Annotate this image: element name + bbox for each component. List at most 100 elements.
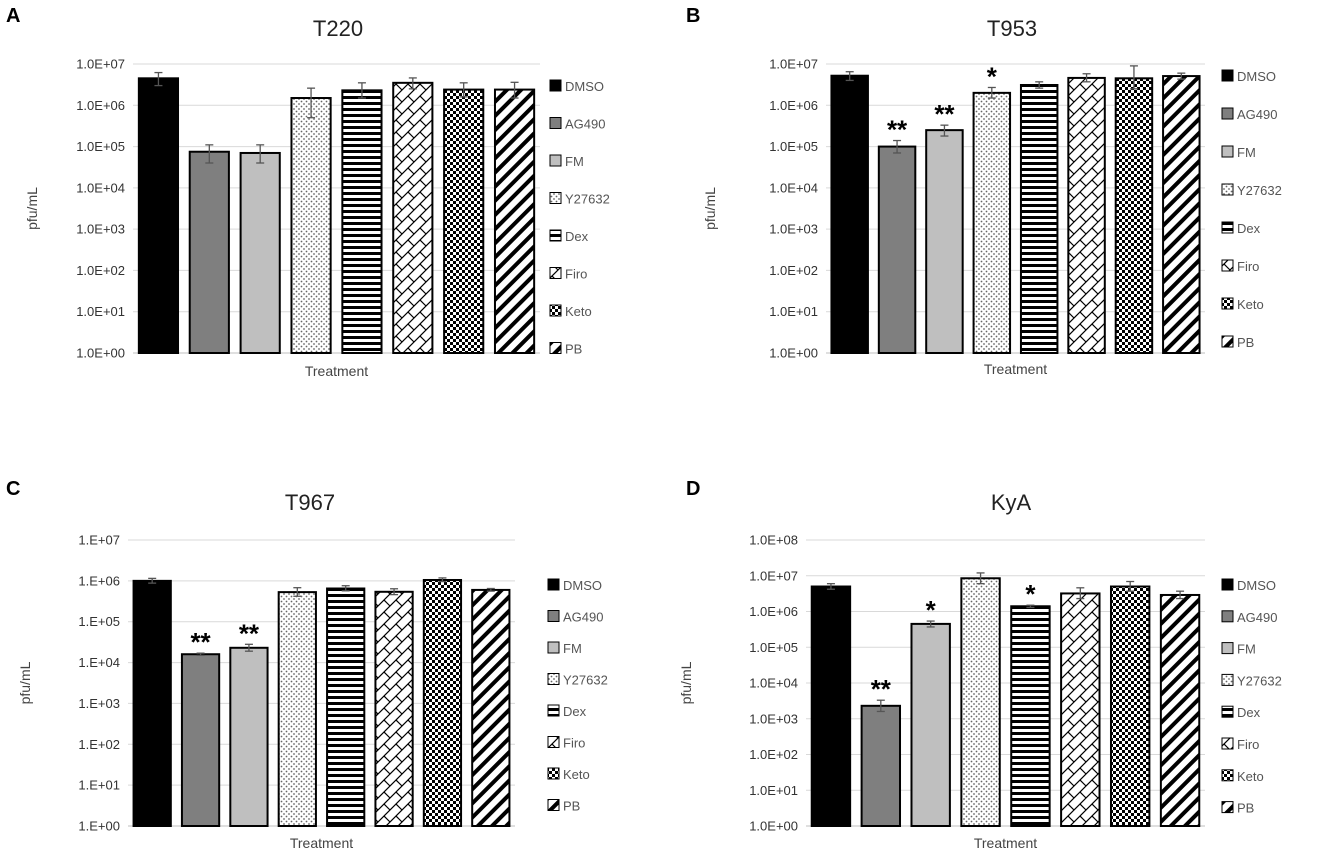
chart-title: T953 — [987, 16, 1037, 41]
bar-pb — [471, 588, 511, 828]
legend-swatch-keto — [1221, 297, 1234, 310]
y-tick-label: 1.0E+06 — [76, 98, 125, 113]
chart-panel-b: B T953 1.0E+00 1.0E+01 1.0E+02 1.0E+03 1.0E+04… — [686, 5, 1282, 377]
legend-label-firo: Firo — [563, 736, 585, 751]
bar-dex — [1019, 83, 1059, 355]
legend-swatch-dmso — [547, 578, 560, 591]
y-tick-label: 1.E+05 — [78, 614, 120, 629]
y-tick-label: 1.0E+05 — [749, 640, 798, 655]
chart-panel-a: A T220 1.0E+00 1.0E+01 1.0E+02 1.0E+03 1.0E+04… — [6, 5, 610, 379]
legend-label-pb: PB — [1237, 801, 1254, 816]
legend-label-dmso: DMSO — [1237, 69, 1276, 84]
bar-fm — [229, 646, 269, 827]
y-axis-label: pfu/mL — [24, 187, 40, 230]
panel-letter: A — [6, 5, 20, 27]
legend-label-dmso: DMSO — [565, 79, 604, 94]
legend-label-y27632: Y27632 — [1237, 183, 1282, 198]
y-tick-label: 1.E+01 — [78, 778, 120, 793]
legend-swatch-fm — [1221, 642, 1234, 655]
legend-swatch-firo — [1221, 737, 1234, 750]
significance-mark: * — [926, 595, 937, 625]
chart-title: KyA — [991, 490, 1032, 515]
legend-swatch-firo — [549, 267, 562, 279]
bar-firo — [392, 81, 434, 354]
y-tick-label: 1.E+04 — [78, 655, 120, 670]
bar-ag490 — [188, 150, 230, 354]
legend-swatch-dmso — [1221, 69, 1234, 82]
bar-firo — [1060, 592, 1101, 828]
legend-label-keto: Keto — [1237, 297, 1264, 312]
bar-y27632 — [972, 91, 1012, 354]
legend-swatch-y27632 — [549, 192, 562, 204]
legend-swatch-pb — [1221, 335, 1234, 348]
significance-mark: ** — [934, 99, 955, 129]
bar-keto — [443, 88, 485, 355]
bar-y27632 — [277, 591, 317, 827]
legend-swatch-dex — [1221, 221, 1234, 234]
y-tick-label: 1.0E+06 — [749, 604, 798, 619]
significance-mark: ** — [871, 674, 892, 704]
bar-keto — [1109, 585, 1151, 828]
panel-letter: B — [686, 5, 700, 27]
bar-fm — [925, 129, 964, 354]
y-tick-label: 1.0E+08 — [749, 533, 798, 548]
legend-swatch-pb — [549, 342, 562, 354]
legend-label-pb: PB — [565, 342, 582, 357]
legend-label-dex: Dex — [1237, 705, 1261, 720]
bar-ag490 — [180, 653, 221, 828]
y-tick-label: 1.0E+01 — [749, 783, 798, 798]
panel-letter: D — [686, 478, 700, 500]
legend-label-ag490: AG490 — [565, 117, 605, 132]
bar-pb — [493, 88, 536, 355]
bar-firo — [374, 590, 414, 827]
legend-swatch-firo — [547, 736, 560, 748]
bar-fm — [910, 622, 951, 827]
legend-swatch-keto — [547, 767, 560, 780]
x-axis-label: Treatment — [305, 363, 368, 379]
bar-keto — [1114, 77, 1154, 354]
y-tick-label: 1.0E+07 — [749, 568, 798, 583]
legend-label-dex: Dex — [565, 229, 589, 244]
legend-label-ag490: AG490 — [1237, 107, 1277, 122]
panel-letter: C — [6, 478, 20, 500]
legend-label-dex: Dex — [563, 704, 587, 719]
y-axis-label: pfu/mL — [678, 661, 694, 704]
legend-swatch-keto — [549, 304, 562, 317]
legend-swatch-ag490 — [547, 610, 560, 622]
legend-label-dex: Dex — [1237, 221, 1261, 236]
y-tick-label: 1.0E+00 — [749, 819, 798, 834]
y-tick-label: 1.0E+06 — [769, 98, 818, 113]
bar-pb — [1159, 593, 1201, 828]
legend-label-firo: Firo — [1237, 259, 1259, 274]
legend-label-pb: PB — [1237, 335, 1254, 350]
legend-label-y27632: Y27632 — [563, 673, 608, 688]
legend-label-keto: Keto — [565, 304, 592, 319]
y-tick-label: 1.0E+02 — [76, 263, 125, 278]
y-tick-label: 1.0E+01 — [76, 304, 125, 319]
legend-label-fm: FM — [1237, 642, 1256, 657]
panels: A T220 1.0E+00 1.0E+01 1.0E+02 1.0E+03 1.0E+04… — [6, 5, 1282, 851]
y-tick-label: 1.0E+03 — [769, 222, 818, 237]
y-tick-label: 1.0E+04 — [76, 180, 125, 195]
legend-swatch-fm — [1221, 145, 1234, 158]
bar-y27632 — [290, 97, 332, 355]
legend-swatch-dex — [1221, 705, 1234, 718]
bar-keto — [422, 578, 463, 827]
chart-title: T967 — [285, 490, 335, 515]
significance-mark: ** — [190, 627, 211, 657]
y-axis-label: pfu/mL — [17, 661, 33, 704]
y-tick-label: 1.0E+04 — [749, 676, 798, 691]
y-tick-label: 1.0E+03 — [749, 711, 798, 726]
legend-label-y27632: Y27632 — [1237, 673, 1282, 688]
legend-label-keto: Keto — [563, 767, 590, 782]
legend-swatch-dmso — [1221, 578, 1234, 591]
legend-swatch-dmso — [549, 79, 562, 92]
y-tick-label: 1.0E+02 — [769, 263, 818, 278]
y-tick-label: 1.0E+05 — [76, 139, 125, 154]
y-tick-label: 1.0E+00 — [76, 346, 125, 361]
legend-swatch-ag490 — [1221, 610, 1234, 623]
significance-mark: ** — [887, 115, 908, 145]
legend-swatch-y27632 — [1221, 673, 1234, 686]
y-tick-label: 1.E+02 — [78, 737, 120, 752]
